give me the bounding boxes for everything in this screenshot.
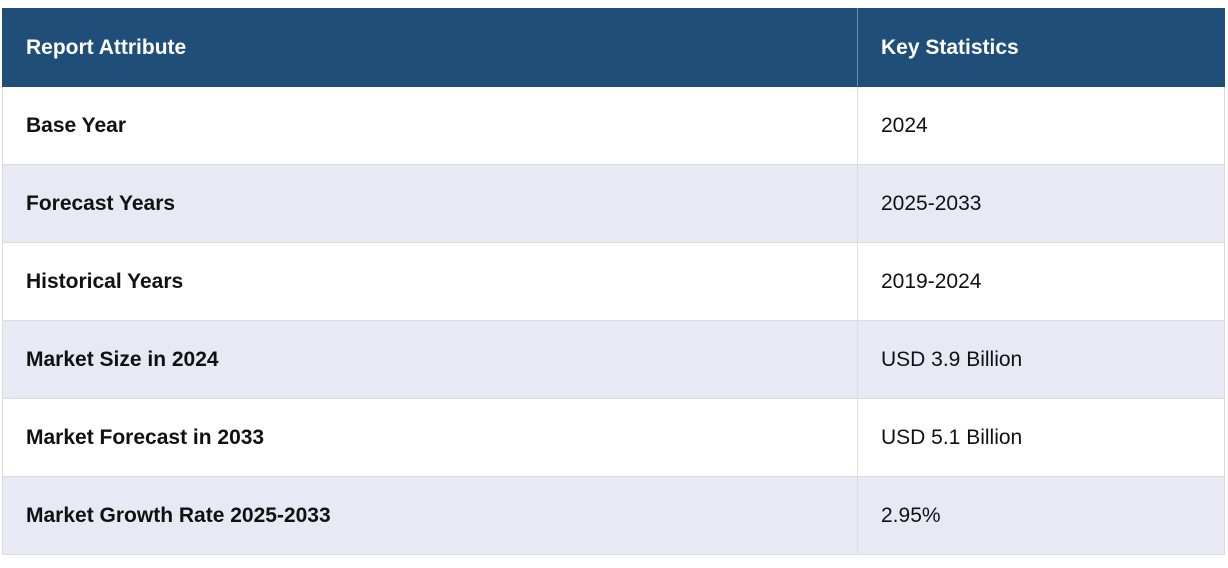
row-attribute: Market Growth Rate 2025-2033 bbox=[2, 476, 858, 555]
header-key-statistics: Key Statistics bbox=[857, 8, 1225, 87]
table-row: Forecast Years 2025-2033 bbox=[2, 164, 1225, 243]
report-statistics-table: Report Attribute Key Statistics Base Yea… bbox=[2, 8, 1225, 555]
table-row: Market Growth Rate 2025-2033 2.95% bbox=[2, 476, 1225, 555]
report-statistics-table-container: Report Attribute Key Statistics Base Yea… bbox=[2, 8, 1225, 555]
row-attribute: Forecast Years bbox=[2, 164, 858, 243]
row-attribute: Base Year bbox=[2, 86, 858, 165]
table-row: Market Forecast in 2033 USD 5.1 Billion bbox=[2, 398, 1225, 477]
row-value: 2019-2024 bbox=[857, 242, 1225, 321]
table-row: Historical Years 2019-2024 bbox=[2, 242, 1225, 321]
row-value: 2.95% bbox=[857, 476, 1225, 555]
row-attribute: Market Forecast in 2033 bbox=[2, 398, 858, 477]
row-attribute: Historical Years bbox=[2, 242, 858, 321]
table-row: Base Year 2024 bbox=[2, 86, 1225, 165]
header-report-attribute: Report Attribute bbox=[2, 8, 858, 87]
table-header-row: Report Attribute Key Statistics bbox=[2, 8, 1225, 87]
row-value: 2025-2033 bbox=[857, 164, 1225, 243]
row-attribute: Market Size in 2024 bbox=[2, 320, 858, 399]
row-value: USD 3.9 Billion bbox=[857, 320, 1225, 399]
row-value: 2024 bbox=[857, 86, 1225, 165]
table-row: Market Size in 2024 USD 3.9 Billion bbox=[2, 320, 1225, 399]
row-value: USD 5.1 Billion bbox=[857, 398, 1225, 477]
